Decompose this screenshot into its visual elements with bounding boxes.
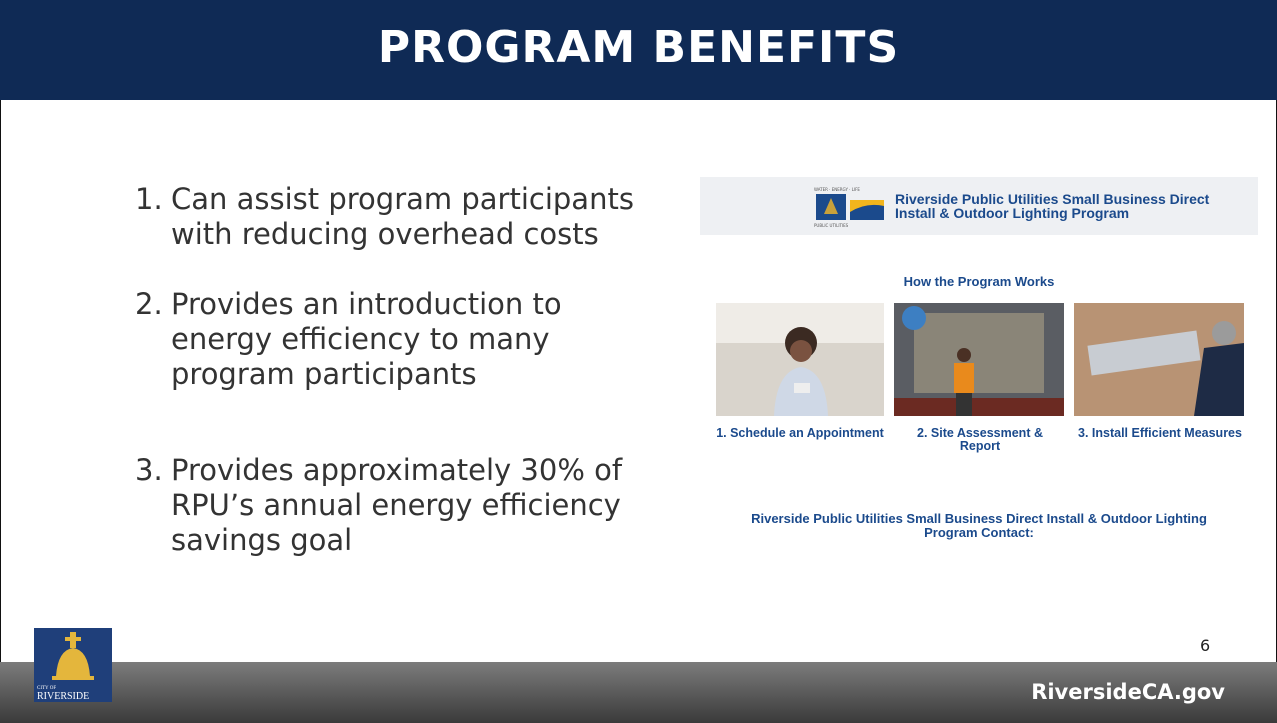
banner-title: Riverside Public Utilities Small Busines… <box>895 192 1209 220</box>
banner-line: Install & Outdoor Lighting Program <box>895 206 1209 220</box>
item-line: RPU’s annual energy efficiency <box>171 488 622 523</box>
caption-line: 3. Install Efficient Measures <box>1060 427 1260 440</box>
contact-text: Riverside Public Utilities Small Busines… <box>700 512 1258 540</box>
item-line: Provides an introduction to <box>171 287 562 322</box>
step-caption: 1. Schedule an Appointment <box>700 427 900 440</box>
slide: PROGRAM BENEFITS 1.Can assist program pa… <box>0 0 1277 723</box>
item-number: 1. <box>135 182 163 217</box>
city-logo: CITY OF RIVERSIDE <box>34 628 112 702</box>
logo-bottom: PUBLIC UTILITIES <box>814 223 849 228</box>
banner-line: Riverside Public Utilities Small Busines… <box>895 192 1209 206</box>
item-line: energy efficiency to many <box>171 322 562 357</box>
item-line: savings goal <box>171 523 622 558</box>
item-number: 2. <box>135 287 163 322</box>
caption-line: Report <box>880 440 1080 453</box>
photo-appointment <box>716 303 884 416</box>
photo-install <box>1074 303 1244 416</box>
step-caption: 2. Site Assessment &Report <box>880 427 1080 453</box>
contact-line: Riverside Public Utilities Small Busines… <box>700 512 1258 526</box>
rpu-logo: WATER · ENERGY · LIFE PUBLIC UTILITIES <box>814 186 886 228</box>
website: RiversideCA.gov <box>1031 680 1225 704</box>
contact-line: Program Contact: <box>700 526 1258 540</box>
caption-line: 1. Schedule an Appointment <box>700 427 900 440</box>
slide-title: PROGRAM BENEFITS <box>0 22 1277 73</box>
item-number: 3. <box>135 453 163 488</box>
item-line: program participants <box>171 357 562 392</box>
flyer-banner: WATER · ENERGY · LIFE PUBLIC UTILITIES R… <box>700 177 1258 235</box>
section-title: How the Program Works <box>700 274 1258 289</box>
step-caption: 3. Install Efficient Measures <box>1060 427 1260 440</box>
item-line: Provides approximately 30% of <box>171 453 622 488</box>
item-line: with reducing overhead costs <box>171 217 634 252</box>
logo-top: WATER · ENERGY · LIFE <box>814 187 860 192</box>
page-number: 6 <box>1200 636 1210 655</box>
photo-assessment <box>894 303 1064 416</box>
logo-riverside: RIVERSIDE <box>37 691 89 702</box>
item-line: Can assist program participants <box>171 182 634 217</box>
